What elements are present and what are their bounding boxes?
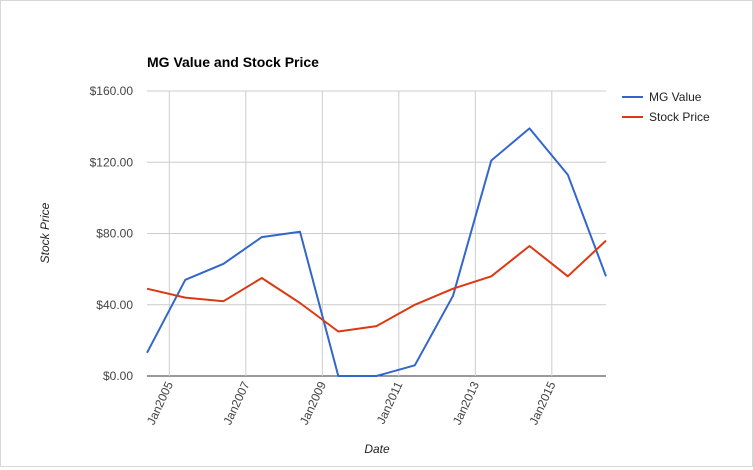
chart-title: MG Value and Stock Price — [147, 54, 319, 70]
legend-label[interactable]: Stock Price — [649, 110, 710, 124]
series-line-mg-value[interactable] — [146, 127, 607, 377]
y-tick-label: $40.00 — [96, 298, 133, 312]
y-tick-label: $160.00 — [90, 84, 134, 98]
y-axis-title: Stock Price — [38, 202, 52, 263]
series-line-stock-price[interactable] — [146, 239, 607, 333]
legend[interactable]: MG Value Stock Price — [622, 90, 710, 124]
y-tick-label: $120.00 — [90, 155, 134, 169]
x-axis-title: Date — [364, 442, 390, 456]
legend-label[interactable]: MG Value — [649, 90, 702, 104]
y-tick-label: $0.00 — [103, 369, 133, 383]
y-tick-label: $80.00 — [96, 227, 133, 241]
gridlines — [147, 90, 606, 377]
y-axis-ticks: $0.00 $40.00 $80.00 $120.00 $160.00 — [90, 84, 134, 383]
series-lines — [146, 127, 607, 377]
